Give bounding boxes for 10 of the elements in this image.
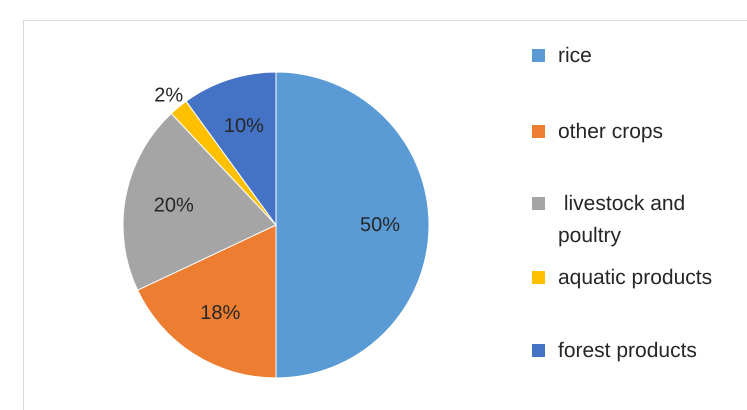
data-label: 50% <box>360 214 400 236</box>
legend-label: aquatic products <box>558 265 714 291</box>
data-label: 20% <box>154 194 194 217</box>
legend-label: other crops <box>558 119 664 145</box>
data-label: 10% <box>224 115 264 138</box>
legend-label: livestock and poultry <box>558 191 686 249</box>
legend-label: rice <box>558 43 593 69</box>
data-label: 18% <box>200 302 240 324</box>
data-label: 2% <box>154 84 184 106</box>
legend-label: forest products <box>558 338 698 364</box>
